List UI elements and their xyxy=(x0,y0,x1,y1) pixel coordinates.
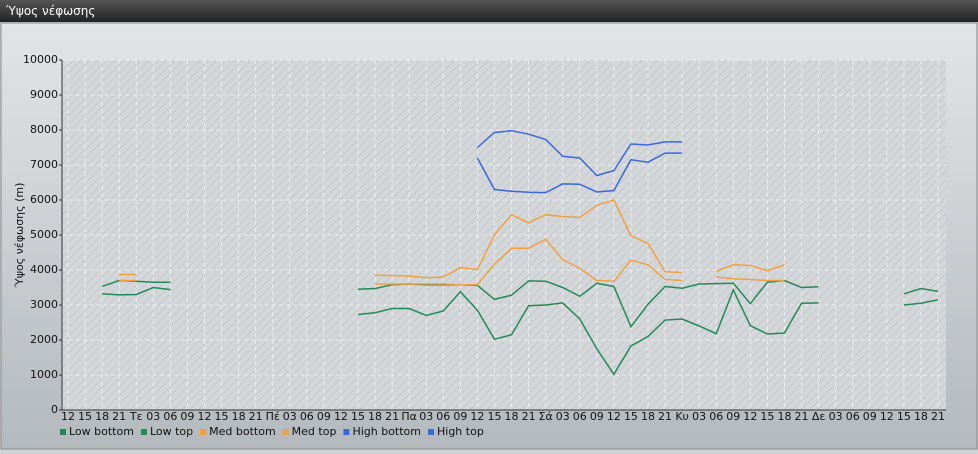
series-line xyxy=(476,152,683,194)
y-tick-label: 3000 xyxy=(30,298,58,311)
x-tick-label: 12 xyxy=(607,410,621,423)
legend-swatch xyxy=(428,429,434,435)
x-tick-label: Πα xyxy=(401,410,417,423)
x-tick-label: 09 xyxy=(180,410,194,423)
x-tick-label: 06 xyxy=(300,410,314,423)
x-tick-label: 03 xyxy=(829,410,843,423)
x-tick-label: 03 xyxy=(692,410,706,423)
series-line xyxy=(476,129,683,177)
series-line xyxy=(119,199,785,279)
x-tick-label: 06 xyxy=(709,410,723,423)
x-tick-label: 21 xyxy=(658,410,672,423)
y-tick-label: 9000 xyxy=(30,88,58,101)
x-tick-label: 09 xyxy=(317,410,331,423)
x-tick-label: Σά xyxy=(539,410,553,423)
y-tick-label: 2000 xyxy=(30,333,58,346)
y-tick-label: 10000 xyxy=(23,53,58,66)
chart: Ύψος νέφωσης (m) 0 1000 2000 3000 4000 5000 60… xyxy=(0,22,978,450)
x-tick-label: 12 xyxy=(61,410,75,423)
legend-label: High top xyxy=(437,425,484,438)
x-tick-label: Πέ xyxy=(266,410,280,423)
x-tick-label: 18 xyxy=(232,410,246,423)
series-line xyxy=(102,286,939,376)
y-tick-label: 5000 xyxy=(30,228,58,241)
x-tick-label: 15 xyxy=(897,410,911,423)
x-tick-label: 06 xyxy=(163,410,177,423)
y-tick-label: 8000 xyxy=(30,123,58,136)
legend-label: Low bottom xyxy=(69,425,134,438)
legend-swatch xyxy=(140,429,147,435)
chart-panel: Ύψος νέφωσης (m) 0 1000 2000 3000 4000 5000 60… xyxy=(0,22,978,450)
x-tick-label: 18 xyxy=(914,410,928,423)
legend-label: High bottom xyxy=(352,425,421,438)
y-tick-label: 6000 xyxy=(30,193,58,206)
x-tick-label: 15 xyxy=(487,410,501,423)
x-tick-label: 03 xyxy=(419,410,433,423)
x-tick-label: 12 xyxy=(197,410,211,423)
y-tick-label: 7000 xyxy=(30,158,58,171)
legend-swatch xyxy=(343,429,350,435)
legend-label: Low top xyxy=(150,425,193,438)
x-tick-label: 12 xyxy=(743,410,757,423)
x-tick-label: 15 xyxy=(351,410,365,423)
x-tick-label: 15 xyxy=(624,410,638,423)
x-tick-label: 06 xyxy=(573,410,587,423)
x-tick-label: 18 xyxy=(777,410,791,423)
legend-swatch xyxy=(282,429,289,435)
x-tick-label: Τε xyxy=(129,410,143,423)
legend-label: Med top xyxy=(292,425,337,438)
x-tick-label: 06 xyxy=(436,410,450,423)
x-tick-label: 09 xyxy=(726,410,740,423)
series-line xyxy=(119,238,785,286)
x-tick-label: 18 xyxy=(95,410,109,423)
legend-swatch xyxy=(60,429,66,435)
x-tick-label: 18 xyxy=(368,410,382,423)
x-tick-label: Κυ xyxy=(675,410,689,423)
x-tick-label: 03 xyxy=(146,410,160,423)
x-tick-label: 15 xyxy=(760,410,774,423)
x-tick-label: 12 xyxy=(880,410,894,423)
x-tick-label: 21 xyxy=(249,410,263,423)
x-tick-label: 06 xyxy=(846,410,860,423)
y-axis-title: Ύψος νέφωσης (m) xyxy=(13,183,26,289)
x-tick-label: 09 xyxy=(590,410,604,423)
legend-swatch xyxy=(200,429,207,435)
x-tick-label: 18 xyxy=(505,410,519,423)
window-title: Ύψος νέφωσης xyxy=(0,0,978,22)
y-tick-label: 4000 xyxy=(30,263,58,276)
x-tick-label: Δε xyxy=(812,410,826,423)
x-tick-label: 15 xyxy=(78,410,92,423)
x-tick-label: 18 xyxy=(641,410,655,423)
x-tick-label: 21 xyxy=(931,410,945,423)
y-tick-label: 0 xyxy=(51,403,58,416)
x-tick-label: 03 xyxy=(556,410,570,423)
x-tick-label: 21 xyxy=(385,410,399,423)
x-tick-label: 12 xyxy=(470,410,484,423)
legend-label: Med bottom xyxy=(209,425,276,438)
x-tick-label: 03 xyxy=(283,410,297,423)
x-tick-label: 21 xyxy=(795,410,809,423)
x-tick-label: 09 xyxy=(863,410,877,423)
x-tick-label: 21 xyxy=(112,410,126,423)
x-tick-label: 12 xyxy=(334,410,348,423)
x-tick-label: 21 xyxy=(522,410,536,423)
y-tick-label: 1000 xyxy=(30,368,58,381)
x-tick-label: 15 xyxy=(215,410,229,423)
x-tick-label: 09 xyxy=(453,410,467,423)
